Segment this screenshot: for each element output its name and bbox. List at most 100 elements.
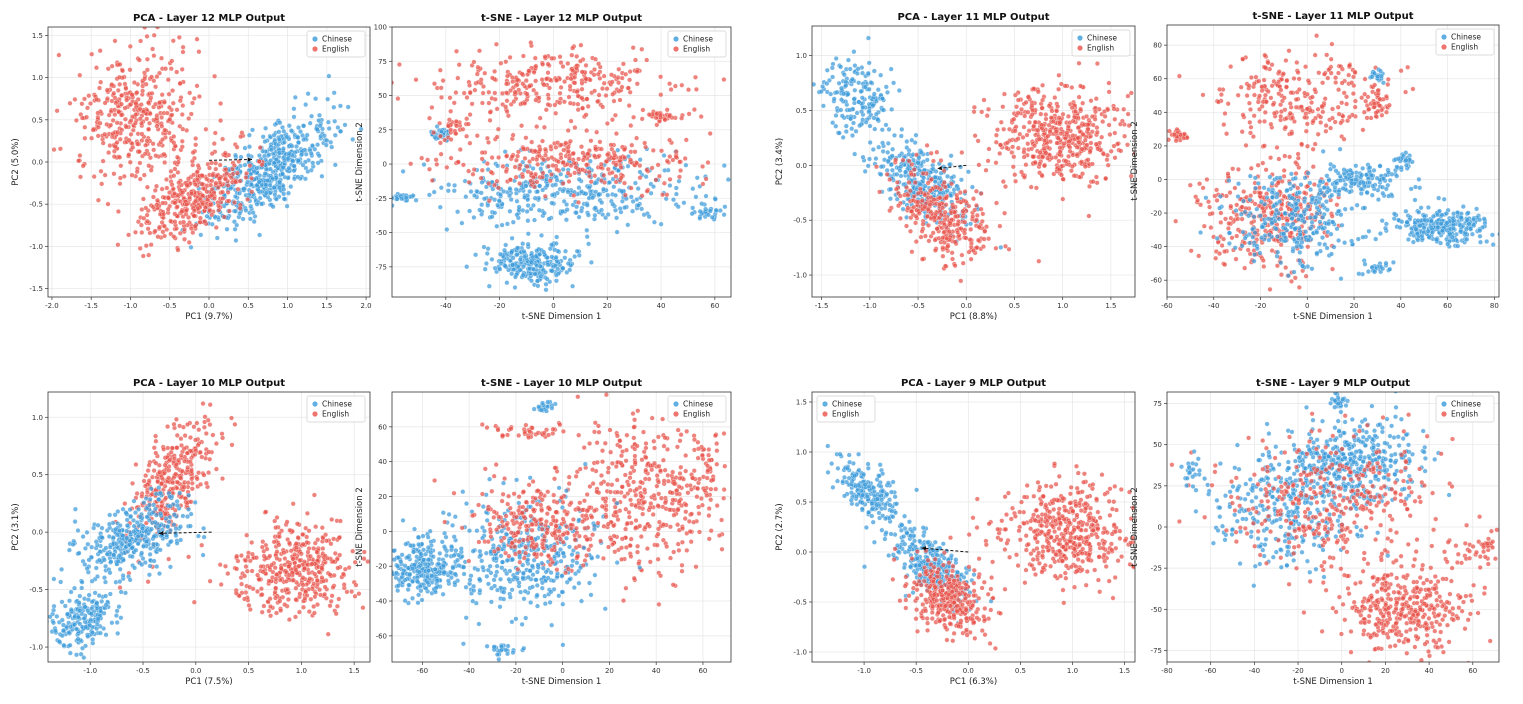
data-point-english — [554, 78, 559, 83]
data-point-chinese — [282, 158, 287, 163]
data-point-english — [496, 186, 501, 191]
legend-marker-english — [312, 46, 317, 51]
data-point-english — [949, 182, 954, 187]
data-point-english — [180, 67, 185, 72]
data-point-chinese — [232, 219, 237, 224]
data-point-chinese — [1275, 234, 1280, 239]
data-point-chinese — [876, 145, 881, 150]
data-point-chinese — [290, 144, 295, 149]
data-point-english — [1113, 117, 1118, 122]
data-point-english — [942, 240, 947, 245]
data-point-chinese — [1252, 215, 1257, 220]
data-point-chinese — [343, 123, 348, 128]
data-point-english — [146, 127, 151, 132]
data-point-chinese — [493, 266, 498, 271]
arrow-shaft — [209, 159, 252, 160]
data-point-english — [1010, 145, 1015, 150]
data-point-english — [1007, 127, 1012, 132]
data-point-english — [1240, 129, 1245, 134]
data-point-english — [532, 70, 537, 75]
data-point-english — [1040, 98, 1045, 103]
data-point-english — [229, 175, 234, 180]
data-point-english — [604, 159, 609, 164]
data-point-english — [192, 208, 197, 213]
data-point-english — [508, 177, 513, 182]
data-point-english — [116, 209, 121, 214]
data-point-chinese — [607, 180, 612, 185]
data-point-english — [480, 168, 485, 173]
data-point-english — [1022, 150, 1027, 155]
data-point-chinese — [855, 71, 860, 76]
data-point-english — [189, 112, 194, 117]
data-point-english — [156, 234, 161, 239]
data-point-english — [1215, 198, 1220, 203]
data-point-english — [1283, 265, 1288, 270]
data-point-english — [733, 159, 738, 164]
data-point-english — [663, 118, 668, 123]
data-point-english — [184, 202, 189, 207]
data-point-chinese — [282, 140, 287, 145]
data-point-english — [1289, 90, 1294, 95]
data-point-english — [155, 198, 160, 203]
data-point-chinese — [695, 176, 700, 181]
data-point-english — [1297, 87, 1302, 92]
data-point-english — [1042, 164, 1047, 169]
data-point-english — [1002, 211, 1007, 216]
data-point-english — [456, 160, 461, 165]
data-point-english — [511, 133, 516, 138]
data-point-english — [614, 163, 619, 168]
data-point-chinese — [487, 284, 492, 289]
data-point-english — [138, 39, 143, 44]
data-point-english — [1155, 98, 1160, 103]
data-point-chinese — [664, 197, 669, 202]
data-point-chinese — [460, 221, 465, 226]
x-tick-label: 20 — [603, 302, 612, 310]
data-point-chinese — [574, 205, 579, 210]
data-point-chinese — [531, 203, 536, 208]
data-point-chinese — [1310, 267, 1315, 272]
data-point-chinese — [292, 164, 297, 169]
data-point-english — [505, 109, 510, 114]
data-point-chinese — [306, 169, 311, 174]
data-point-english — [1066, 114, 1071, 119]
data-point-english — [1340, 81, 1345, 86]
data-point-chinese — [493, 211, 498, 216]
data-point-chinese — [841, 135, 846, 140]
data-point-english — [665, 193, 670, 198]
data-point-english — [117, 75, 122, 80]
data-point-english — [634, 161, 639, 166]
data-point-english — [159, 56, 164, 61]
data-point-english — [1213, 194, 1218, 199]
data-point-chinese — [802, 86, 807, 91]
data-point-chinese — [662, 153, 667, 158]
data-point-chinese — [282, 129, 287, 134]
data-point-english — [742, 72, 747, 77]
data-point-english — [1333, 75, 1338, 80]
data-point-english — [456, 76, 461, 81]
data-point-english — [175, 108, 180, 113]
data-point-chinese — [245, 180, 250, 185]
data-point-chinese — [472, 193, 477, 198]
data-point-english — [432, 81, 437, 86]
data-point-chinese — [336, 125, 341, 130]
data-point-chinese — [1361, 235, 1366, 240]
data-point-english — [942, 180, 947, 185]
data-point-english — [133, 121, 138, 126]
data-point-english — [170, 113, 175, 118]
data-point-english — [78, 153, 83, 158]
data-point-english — [1103, 114, 1108, 119]
data-point-english — [942, 222, 947, 227]
data-point-english — [205, 190, 210, 195]
data-point-english — [449, 137, 454, 142]
data-point-english — [55, 109, 60, 114]
data-point-chinese — [881, 108, 886, 113]
data-point-chinese — [550, 201, 555, 206]
data-point-chinese — [1239, 212, 1244, 217]
data-point-chinese — [326, 120, 331, 125]
data-point-english — [898, 194, 903, 199]
data-point-chinese — [999, 245, 1004, 250]
data-point-english — [971, 196, 976, 201]
data-point-english — [200, 193, 205, 198]
data-point-english — [1201, 186, 1206, 191]
data-point-english — [78, 73, 83, 78]
